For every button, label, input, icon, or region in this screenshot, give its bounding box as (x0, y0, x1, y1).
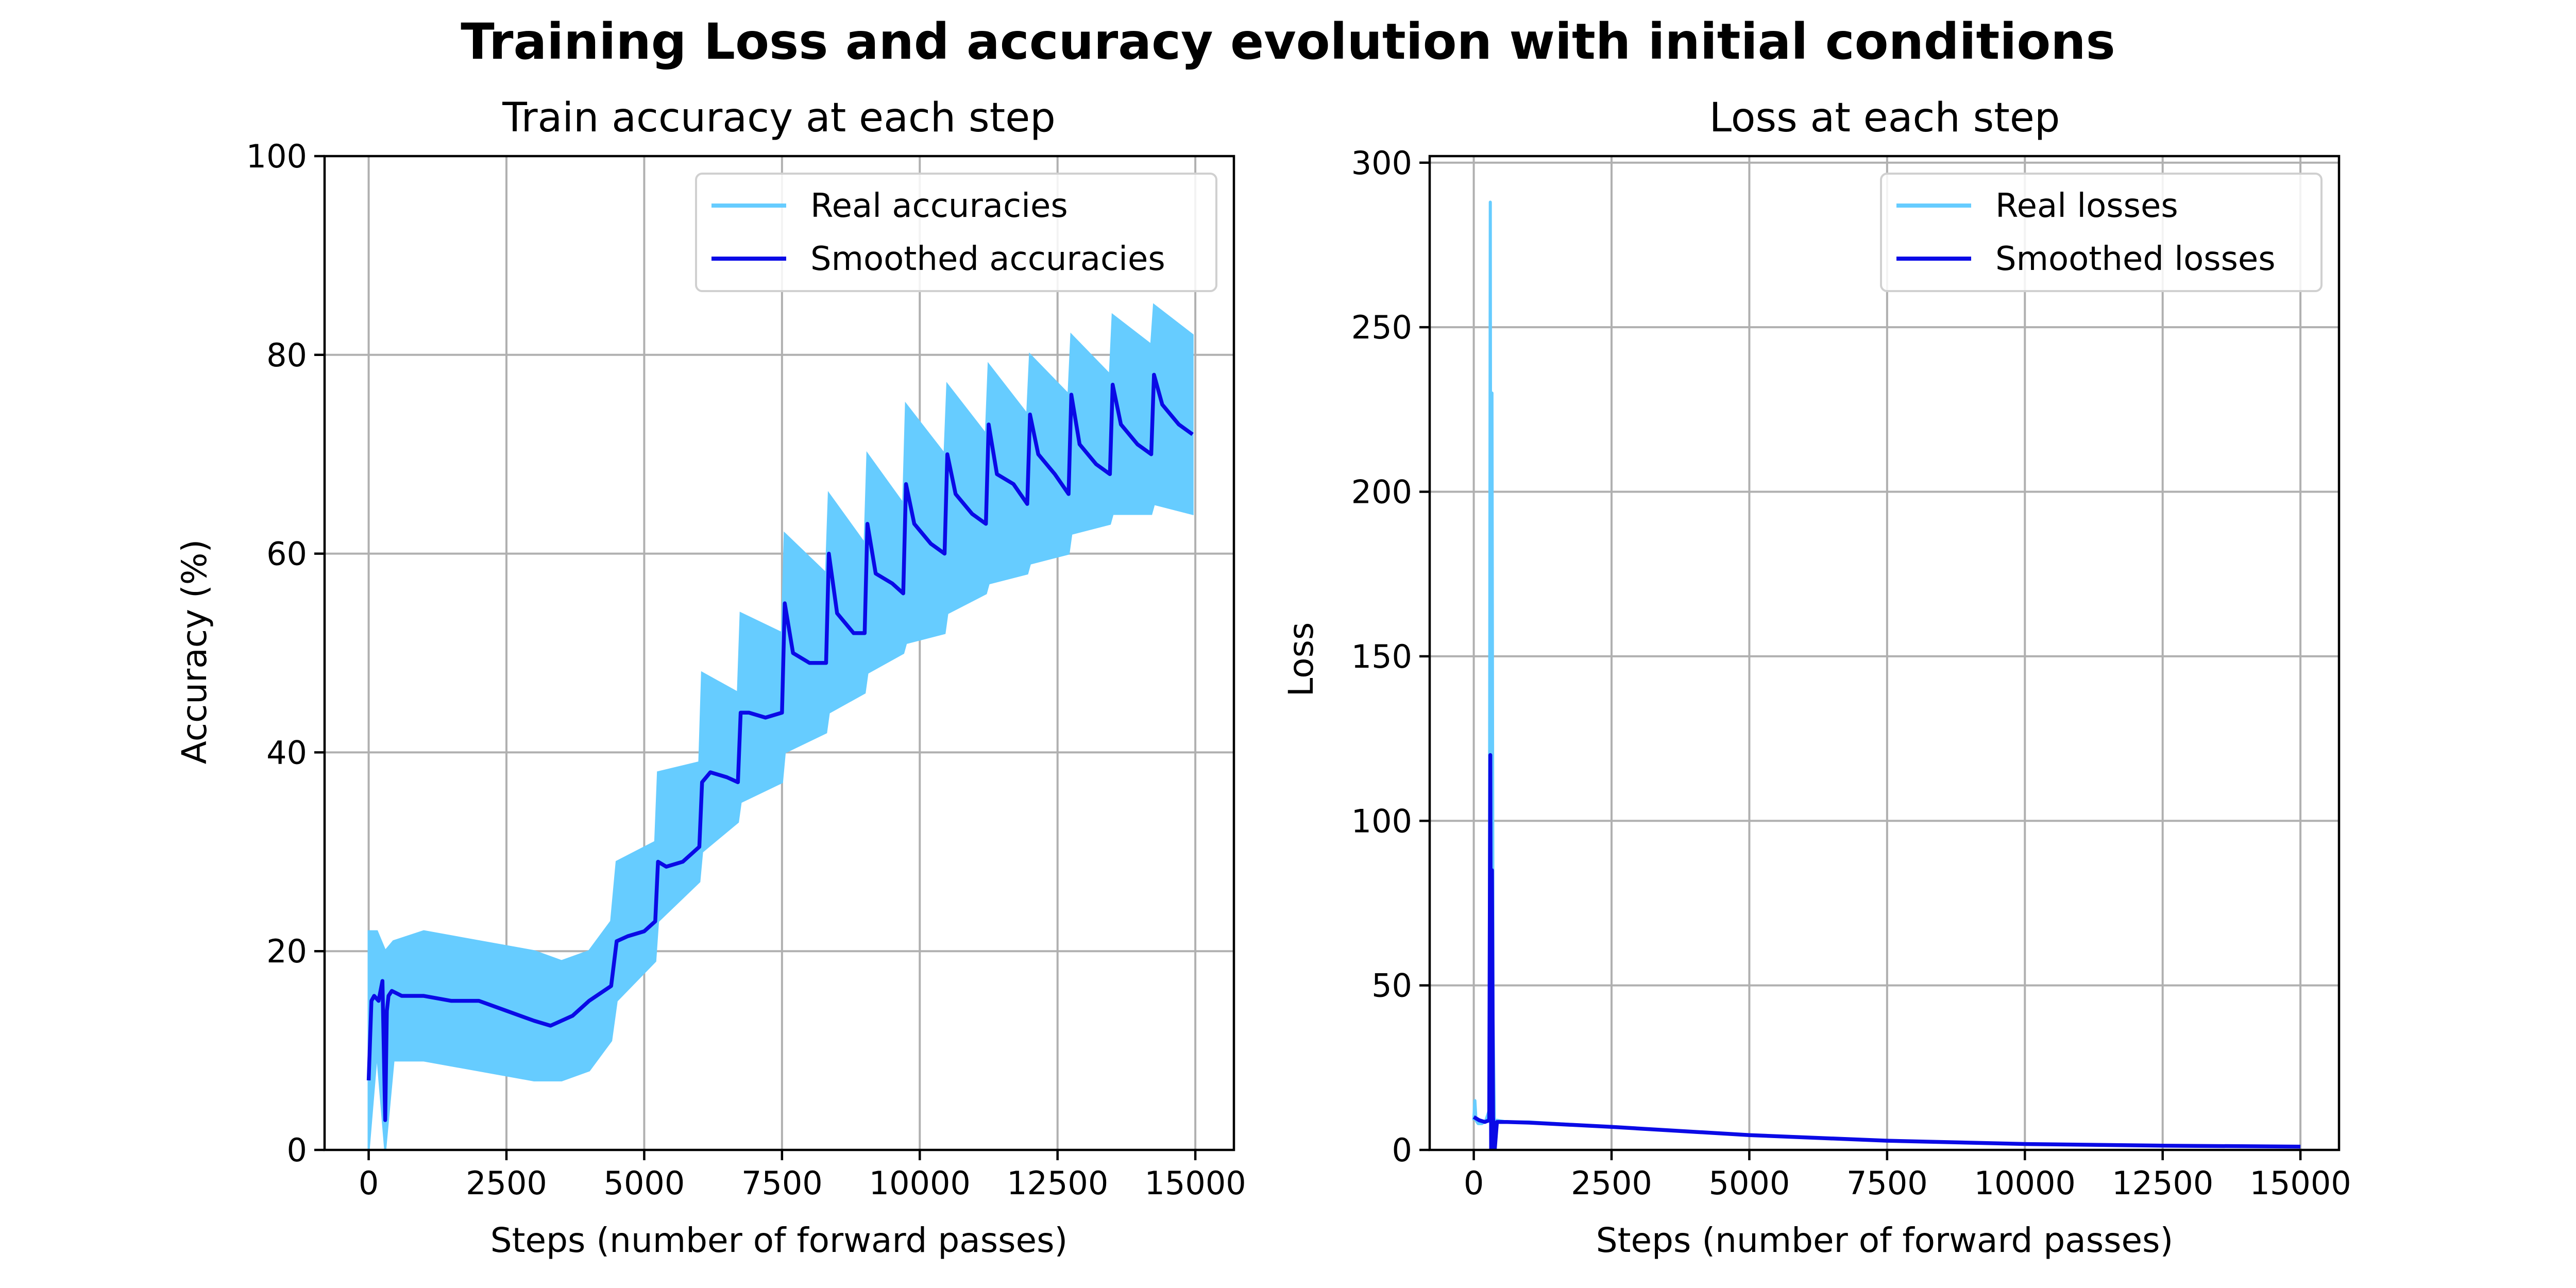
loss-legend-label: Real losses (1995, 187, 2178, 225)
accuracy-y-axis-label: Accuracy (%) (175, 539, 214, 765)
loss-y-tick-label: 100 (1351, 802, 1412, 840)
accuracy-plot-lines (366, 303, 1194, 1150)
accuracy-y-tick-label: 0 (287, 1131, 307, 1169)
loss-y-tick-label: 200 (1351, 473, 1412, 511)
figure-title: Training Loss and accuracy evolution wit… (461, 13, 2115, 71)
loss-legend-box (1880, 173, 2323, 292)
accuracy-legend-label: Smoothed accuracies (810, 240, 1165, 278)
accuracy-legend-label: Real accuracies (810, 187, 1068, 225)
loss-y-tick-label: 0 (1392, 1131, 1412, 1169)
loss-subplot: Loss at each step Steps (number of forwa… (1281, 95, 2351, 1260)
accuracy-x-tick-label: 2500 (466, 1164, 547, 1202)
loss-series-smoothed-losses-line (1472, 753, 2301, 1150)
accuracy-legend: Real accuracies Smoothed accuracies (695, 173, 1217, 292)
loss-plot-lines (1472, 200, 2301, 1150)
accuracy-legend-box (695, 173, 1217, 292)
accuracy-x-tick-label: 12500 (1007, 1164, 1108, 1202)
accuracy-x-tick-label: 15000 (1145, 1164, 1246, 1202)
accuracy-y-tick-label: 20 (266, 933, 307, 970)
accuracy-axes: 0 2500 5000 7500 10000 12500 15000 0 20 40 60 80 100 (246, 138, 1246, 1202)
accuracy-x-axis-label: Steps (number of forward passes) (490, 1221, 1067, 1260)
accuracy-axes-frame (323, 155, 1235, 1151)
accuracy-chart-title: Train accuracy at each step (502, 95, 1055, 141)
accuracy-x-tick-label: 0 (359, 1164, 379, 1202)
accuracy-y-tick-label: 60 (266, 535, 307, 573)
loss-y-axis-label: Loss (1281, 622, 1321, 697)
loss-chart-title: Loss at each step (1709, 95, 2060, 141)
accuracy-series-smoothed-accuracies-line (366, 372, 1194, 1122)
loss-axes: 0 2500 5000 7500 10000 12500 15000 0 50 100 150 200… (1351, 144, 2351, 1202)
loss-x-tick-label: 0 (1464, 1164, 1484, 1202)
accuracy-y-tick-label: 100 (246, 138, 307, 175)
loss-x-tick-label: 7500 (1846, 1164, 1928, 1202)
loss-legend: Real losses Smoothed losses (1880, 173, 2323, 292)
accuracy-x-tick-label: 7500 (741, 1164, 823, 1202)
accuracy-x-tick-label: 5000 (604, 1164, 685, 1202)
accuracy-subplot: Train accuracy at each step Steps (numbe… (175, 95, 1246, 1260)
loss-y-tick-label: 250 (1351, 309, 1412, 346)
accuracy-y-tick-label: 40 (266, 734, 307, 771)
loss-axes-frame (1428, 155, 2341, 1151)
accuracy-y-tick-label: 80 (266, 336, 307, 374)
loss-x-tick-label: 15000 (2250, 1164, 2351, 1202)
loss-y-tick-label: 150 (1351, 638, 1412, 675)
accuracy-x-tick-label: 10000 (869, 1164, 971, 1202)
loss-y-tick-label: 50 (1371, 967, 1412, 1005)
loss-y-tick-label: 300 (1351, 144, 1412, 182)
loss-legend-label: Smoothed losses (1995, 240, 2276, 278)
loss-x-tick-label: 5000 (1709, 1164, 1790, 1202)
loss-x-tick-label: 10000 (1974, 1164, 2076, 1202)
loss-x-tick-label: 2500 (1571, 1164, 1652, 1202)
loss-x-tick-label: 12500 (2112, 1164, 2213, 1202)
loss-x-axis-label: Steps (number of forward passes) (1596, 1221, 2173, 1260)
